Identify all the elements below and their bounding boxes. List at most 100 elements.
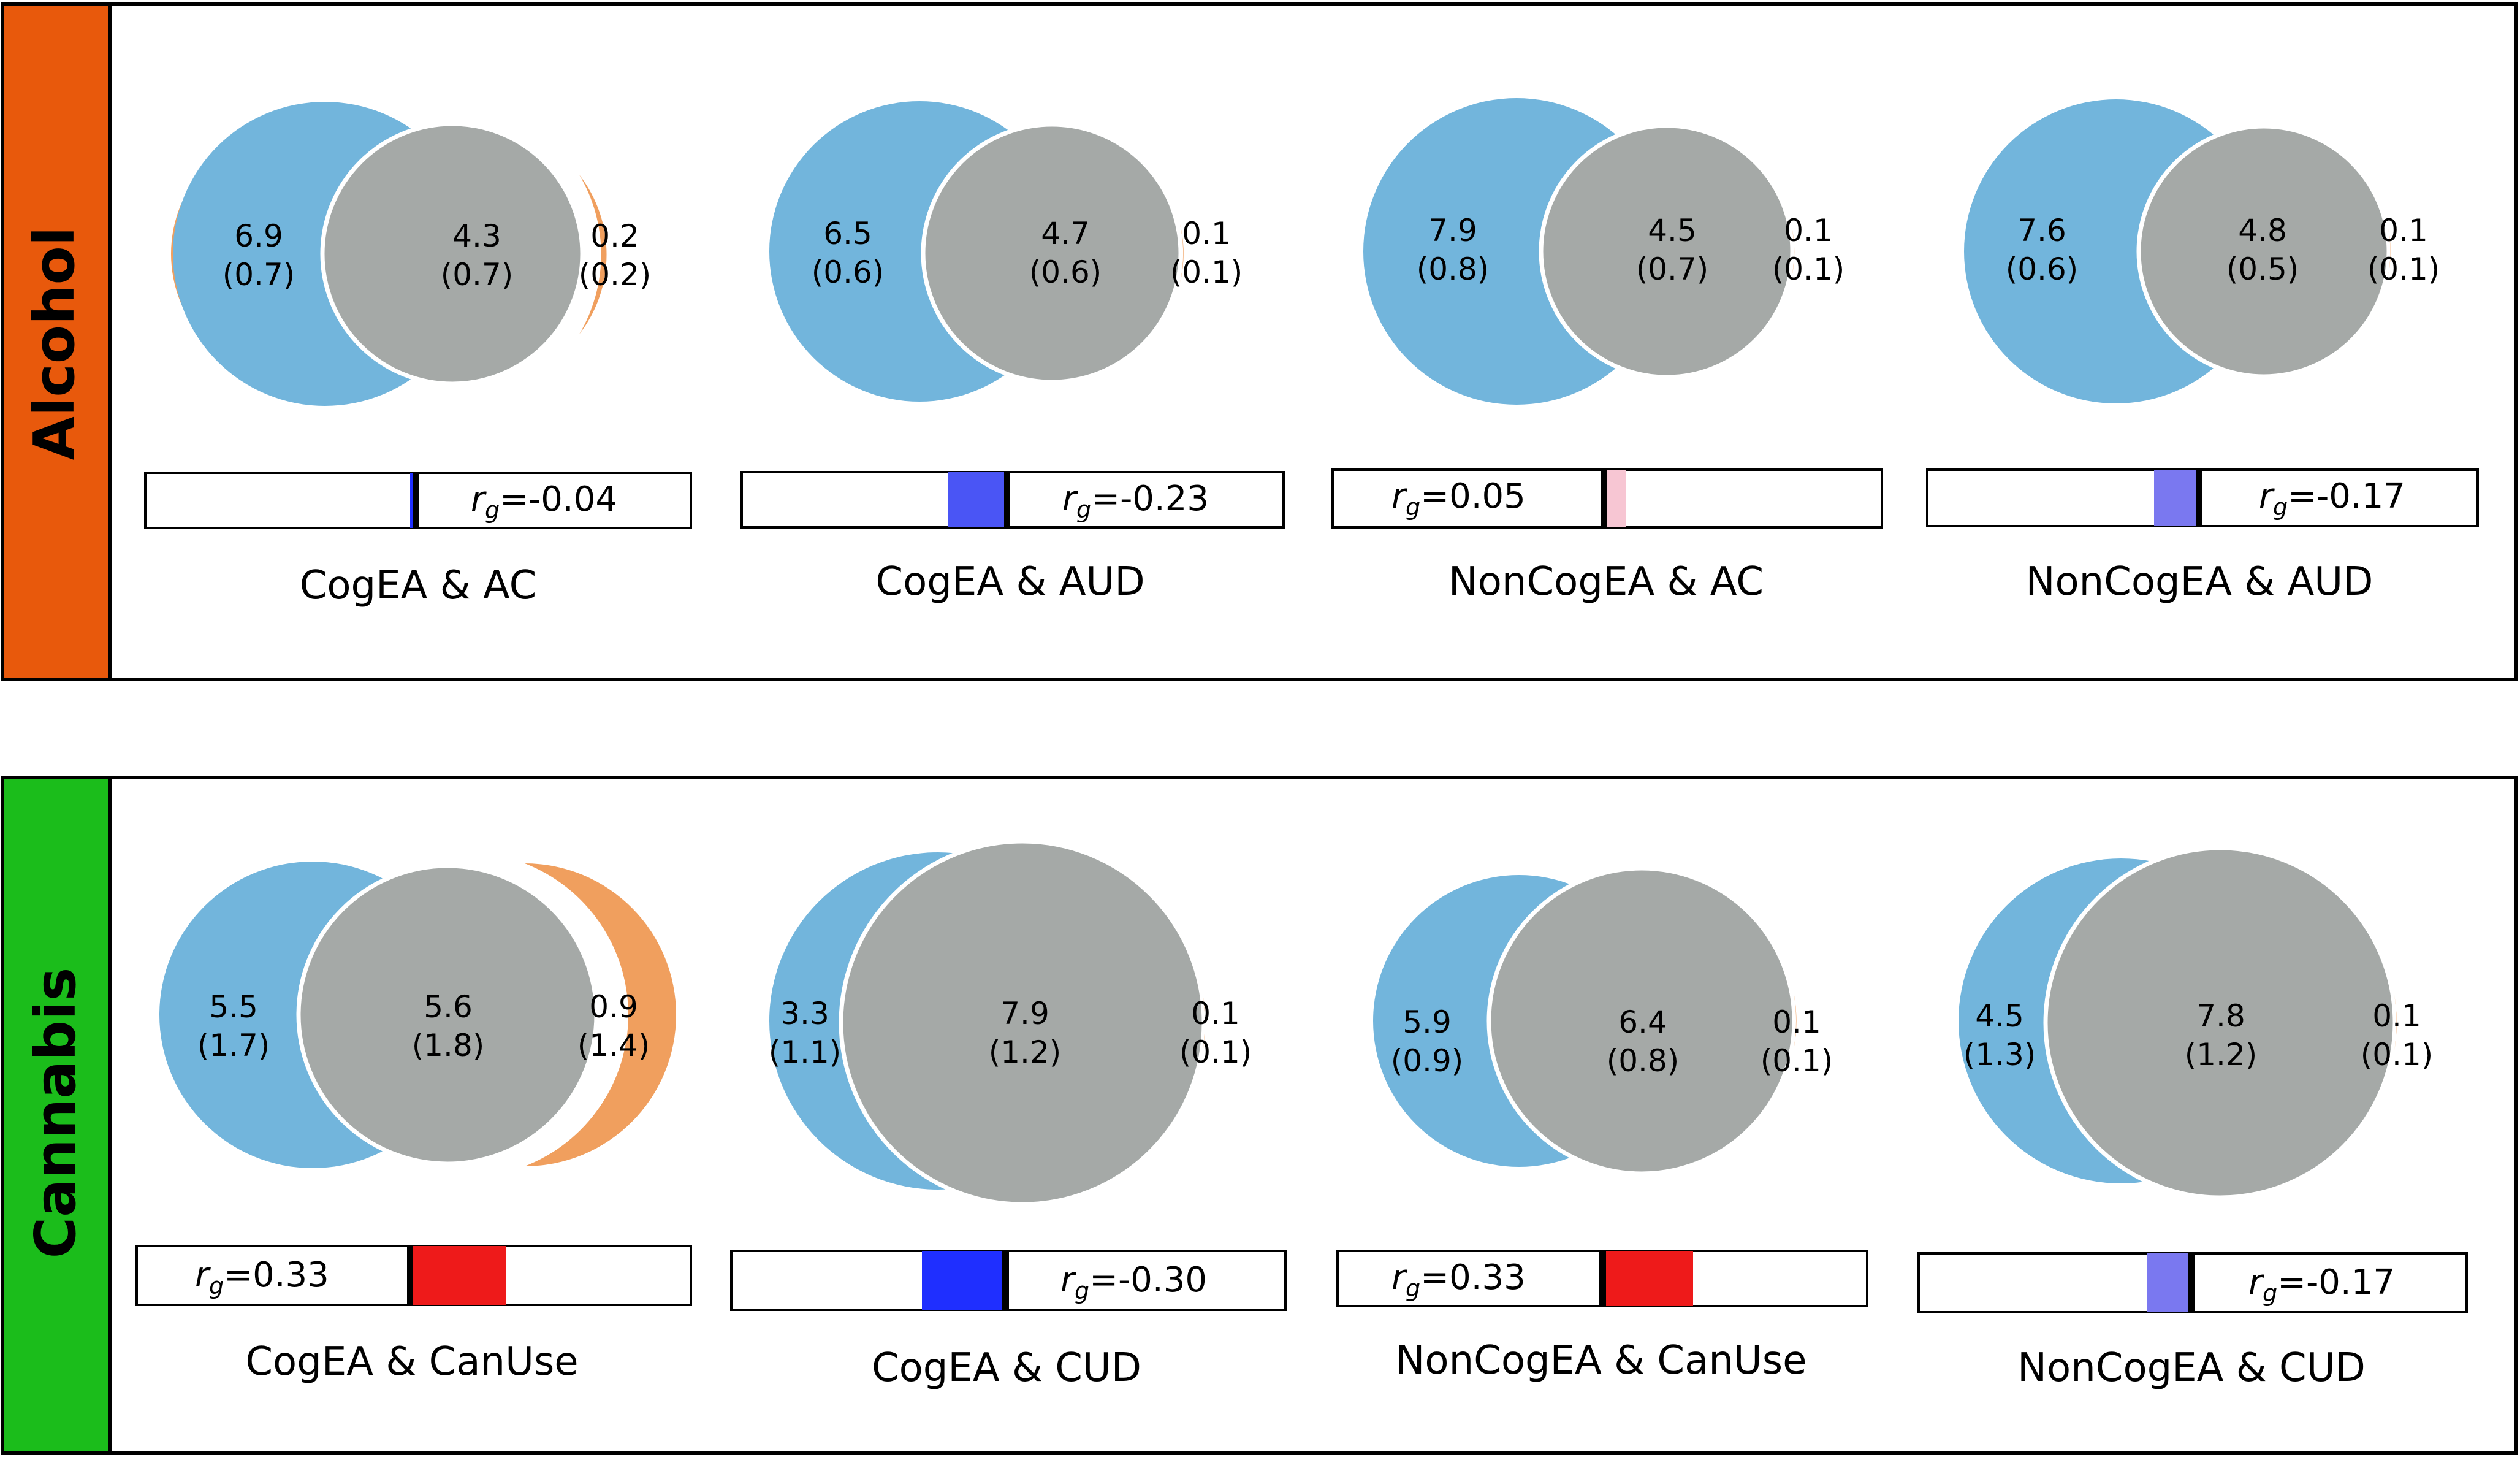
trait-b-value: 0.1 [2372, 998, 2421, 1034]
pair-title: CogEA & CanUse [245, 1339, 578, 1385]
overlap-se: (0.6) [1029, 254, 1102, 290]
rg-value: =-0.23 [1091, 479, 1209, 519]
overlap-se: (0.7) [1636, 251, 1709, 287]
pair-title: CogEA & AUD [875, 559, 1144, 605]
trait-a-se: (1.3) [1963, 1037, 2036, 1072]
trait-a-value: 6.5 [823, 216, 872, 251]
trait-a-se: (1.1) [769, 1034, 842, 1070]
overlap-se: (1.8) [412, 1028, 485, 1063]
pair-title: NonCogEA & AUD [2026, 559, 2373, 605]
rg-label: rg=-0.17 [2259, 476, 2405, 521]
rg-value: =0.05 [1420, 476, 1526, 516]
overlap-circle [921, 122, 1183, 384]
rg-bar-fill [1605, 1251, 1693, 1306]
rg-label: rg=0.05 [1391, 476, 1526, 521]
rg-value: =-0.30 [1089, 1260, 1207, 1300]
trait-b-value: 0.9 [589, 989, 638, 1025]
rg-label: rg=-0.23 [1062, 479, 1209, 523]
trait-b-value: 0.2 [590, 218, 639, 254]
trait-b-value: 0.1 [1772, 1004, 1821, 1040]
rg-subscript: g [2263, 1280, 2277, 1307]
rg-subscript: g [1075, 1277, 1089, 1304]
overlap-circle [839, 839, 1206, 1207]
overlap-value: 7.8 [2196, 998, 2245, 1034]
trait-b-value: 0.1 [1784, 213, 1833, 248]
trait-a-se: (0.9) [1391, 1043, 1464, 1079]
trait-b-crescent [2394, 995, 2397, 1051]
rg-bar-fill [948, 472, 1008, 527]
rg-value: =0.33 [224, 1255, 329, 1295]
trait-b-se: (0.1) [2361, 1037, 2434, 1072]
rg-zero-line [2196, 470, 2202, 526]
rg-value: =0.33 [1420, 1258, 1526, 1298]
pair-title: NonCogEA & CUD [2017, 1345, 2366, 1391]
trait-b-value: 0.1 [1191, 996, 1240, 1031]
trait-a-value: 3.3 [780, 996, 829, 1031]
trait-a-se: (0.6) [2006, 251, 2079, 287]
rg-zero-line [1004, 472, 1010, 527]
venn-cogea-ac: 6.9 (0.7) 4.3 (0.7) 0.2 (0.2) rg=-0.04 C… [144, 102, 692, 608]
venn-cogea-cud: 3.3 (1.1) 7.9 (1.2) 0.1 (0.1) rg=-0.30 C… [730, 839, 1287, 1391]
overlap-se: (0.7) [441, 257, 514, 292]
trait-b-se: (0.2) [579, 257, 652, 292]
rg-subscript: g [1076, 496, 1091, 523]
trait-b-se: (0.1) [1761, 1043, 1833, 1079]
venn-noncogea-ac: 7.9 (0.8) 4.5 (0.7) 0.1 (0.1) rg=0.05 No… [1331, 98, 1883, 605]
overlap-value: 4.7 [1041, 216, 1090, 251]
overlap-value: 7.9 [1000, 996, 1049, 1031]
overlap-se: (1.2) [2185, 1037, 2258, 1072]
overlap-value: 4.3 [452, 218, 501, 254]
overlap-circle [296, 863, 599, 1166]
rg-subscript: g [209, 1272, 224, 1299]
trait-b-crescent [1792, 227, 1795, 277]
overlap-value: 5.6 [424, 989, 473, 1025]
rg-zero-line [2188, 1253, 2195, 1312]
trait-b-crescent [2388, 228, 2391, 276]
overlap-se: (0.8) [1607, 1043, 1680, 1079]
overlap-circle [2043, 846, 2397, 1200]
rg-label: rg=-0.04 [471, 480, 617, 524]
rg-bar-fill [409, 1246, 506, 1305]
panel-tab-alcohol [1, 2, 112, 681]
overlap-circle [1486, 866, 1797, 1176]
rg-zero-line [1599, 1251, 1606, 1306]
overlap-circle [1539, 123, 1795, 380]
trait-b-crescent [1794, 992, 1797, 1050]
overlap-se: (0.5) [2226, 251, 2299, 287]
pair-title: CogEA & CUD [872, 1345, 1141, 1391]
panel-label-alcohol: Alcohol [21, 227, 87, 461]
trait-b-value: 0.1 [2379, 213, 2428, 248]
venn-noncogea-cud: 4.5 (1.3) 7.8 (1.2) 0.1 (0.1) rg=-0.17 N… [1917, 846, 2468, 1391]
trait-a-se: (0.7) [223, 257, 295, 292]
rg-label: rg=0.33 [1391, 1258, 1526, 1302]
rg-bar-fill [922, 1251, 1005, 1310]
rg-subscript: g [1406, 1275, 1420, 1302]
rg-subscript: g [2273, 494, 2288, 521]
rg-zero-line [407, 1246, 413, 1305]
venn-noncogea-aud: 7.6 (0.6) 4.8 (0.5) 0.1 (0.1) rg=-0.17 N… [1926, 99, 2479, 605]
overlap-circle [2136, 124, 2391, 379]
rg-bar-frame [1926, 468, 2479, 527]
trait-b-crescent [525, 863, 676, 1166]
rg-zero-line [413, 473, 419, 528]
overlap-value: 4.5 [1648, 213, 1697, 248]
rg-bar-frame [740, 471, 1285, 529]
rg-value: =-0.17 [2277, 1263, 2395, 1302]
pair-title: NonCogEA & CanUse [1396, 1338, 1807, 1383]
pair-title: CogEA & AC [300, 563, 537, 608]
rg-bar-fill [2154, 470, 2198, 526]
panel-tab-cannabis [1, 776, 112, 1455]
trait-a-se: (1.7) [197, 1028, 270, 1063]
trait-b-crescent [579, 175, 607, 334]
trait-a-value: 5.9 [1403, 1004, 1452, 1040]
trait-a-se: (0.8) [1417, 251, 1490, 287]
trait-b-se: (0.1) [1179, 1034, 1252, 1070]
rg-label: rg=0.33 [195, 1255, 329, 1299]
venn-cogea-canuse: 5.5 (1.7) 5.6 (1.8) 0.9 (1.4) rg=0.33 Co… [135, 862, 692, 1385]
rg-bar-fill [2147, 1253, 2191, 1312]
overlap-se: (1.2) [989, 1034, 1062, 1070]
trait-a-value: 7.9 [1428, 213, 1477, 248]
rg-bar-fill [1606, 470, 1626, 527]
trait-a-value: 6.9 [234, 218, 283, 254]
